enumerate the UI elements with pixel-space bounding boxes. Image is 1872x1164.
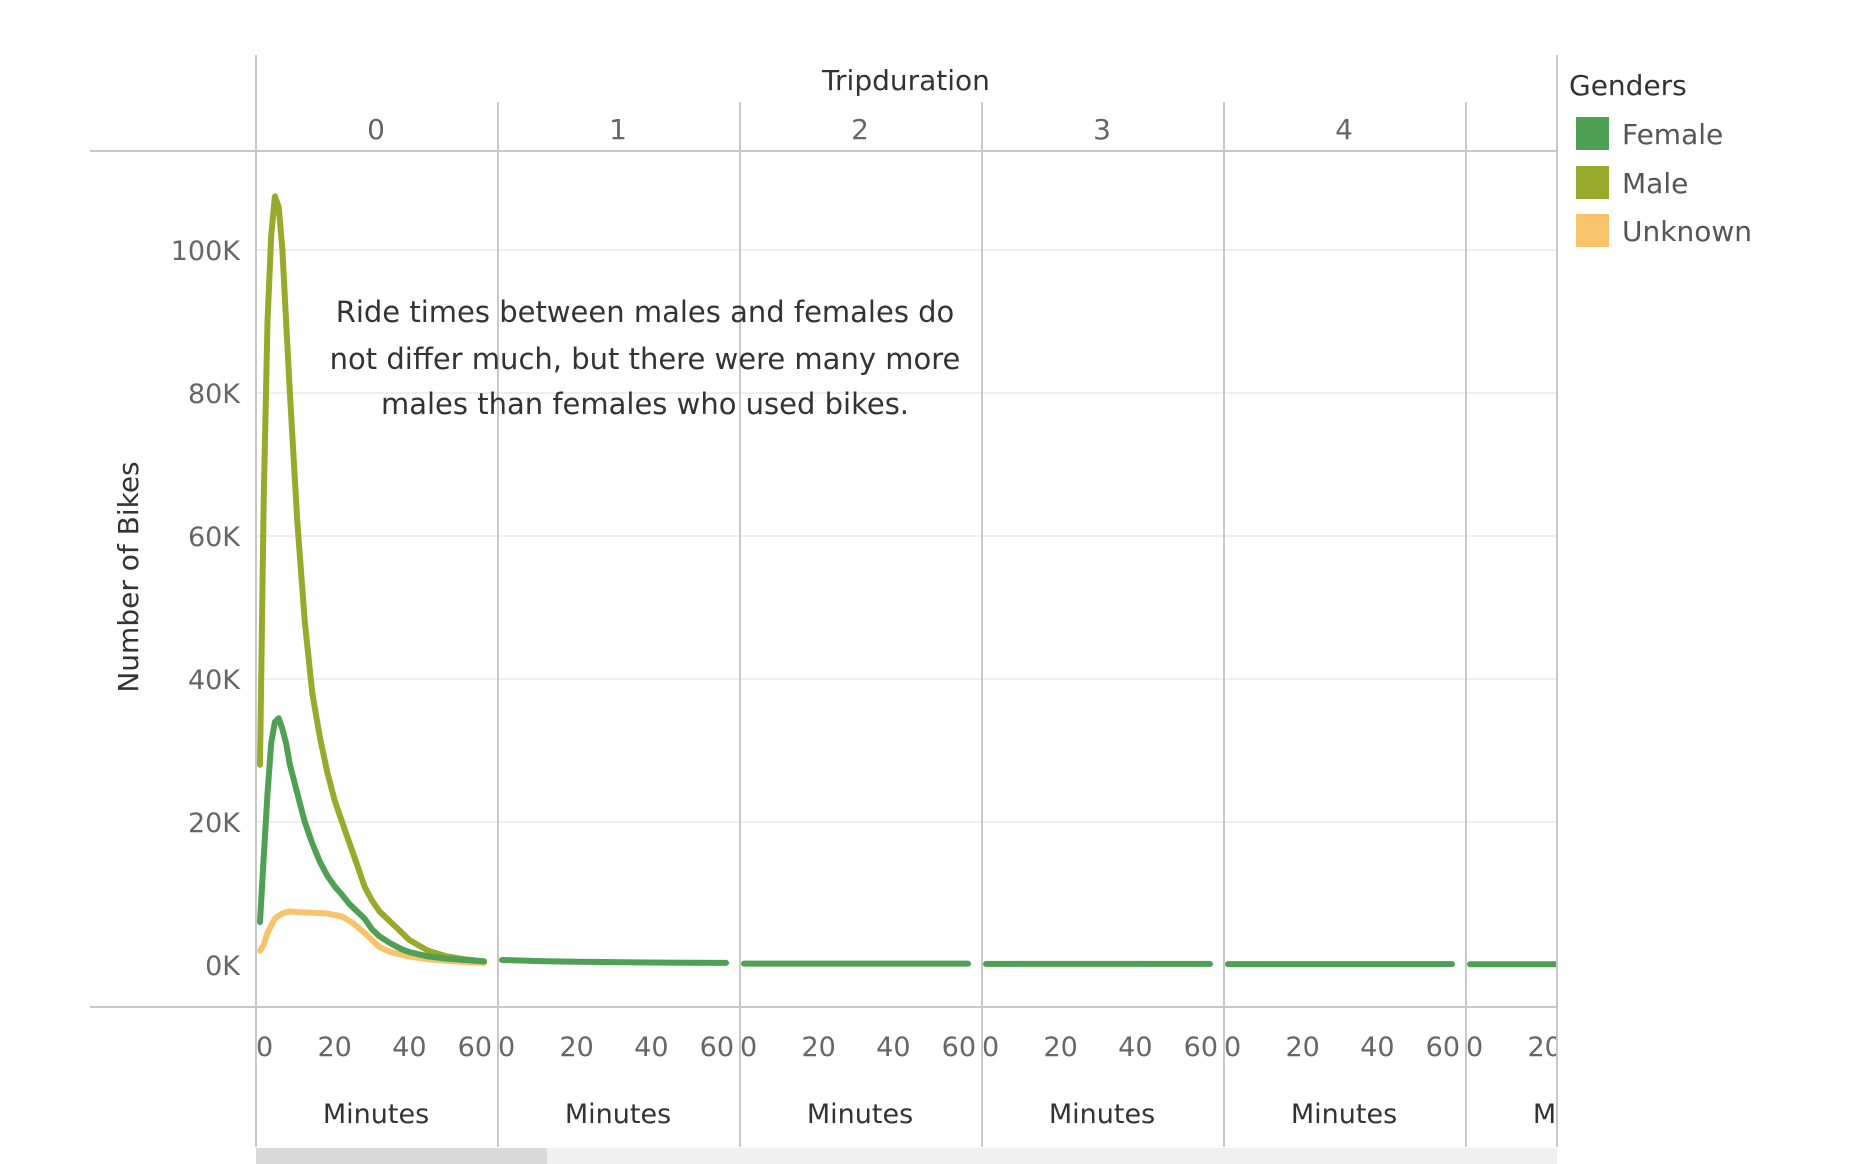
x-axis-title: Minutes [1533,1099,1639,1130]
legend-swatch-female[interactable] [1576,117,1609,150]
x-tick-label: 20 [559,1032,593,1063]
legend-label-female[interactable]: Female [1622,118,1723,151]
x-tick-label: 20 [1527,1032,1561,1063]
y-tick-label: 60K [188,522,241,553]
legend-swatch-unknown[interactable] [1576,214,1609,247]
y-tick-label: 0K [205,951,241,982]
y-axis-title: Number of Bikes [112,461,145,692]
x-tick-label: 60 [458,1032,492,1063]
x-tick-label: 40 [876,1032,910,1063]
x-axis-title: Minutes [1291,1099,1397,1130]
x-axis-title: Minutes [807,1099,913,1130]
x-tick-label: 20 [1043,1032,1077,1063]
x-tick-label: 20 [317,1032,351,1063]
x-tick-label: 0 [982,1032,999,1063]
pane-header-label: 3 [1093,113,1111,146]
x-axis-title: Minutes [565,1099,671,1130]
pane-headers: 0 1 2 3 4 [367,113,1353,146]
y-axis-ticks: 0K 20K 40K 60K 80K 100K [171,236,242,982]
x-tick-label: 60 [942,1032,976,1063]
column-header-title: Tripduration [821,64,990,97]
x-tick-label: 20 [1285,1032,1319,1063]
horizontal-scrollbar-track[interactable] [256,1148,1557,1164]
pane-header-label: 0 [367,113,385,146]
y-tick-label: 80K [188,379,241,410]
x-tick-label: 60 [1668,1032,1702,1063]
x-tick-label: 40 [1360,1032,1394,1063]
x-tick-label: 40 [634,1032,668,1063]
annotation: Ride times between males and females do … [330,295,961,421]
pane-header-label: 2 [851,113,869,146]
x-tick-label: 40 [1118,1032,1152,1063]
x-tick-label: 0 [1466,1032,1483,1063]
legend: Genders Female Male Unknown [1569,69,1752,248]
series-line-female[interactable] [499,957,729,966]
y-tick-label: 100K [171,236,242,267]
legend-title: Genders [1569,69,1687,102]
x-axis-titles: Minutes Minutes Minutes Minutes Minutes Minut… [323,1099,1639,1130]
legend-label-male[interactable]: Male [1622,167,1688,200]
pane-borders [90,55,1558,1147]
x-tick-label: 60 [1184,1032,1218,1063]
x-axis-ticks: 0 20 40 60 0 20 40 60 0 20 40 60 0 20 40 60 0 20 40 60 0 20 40… [256,1032,1702,1063]
x-tick-label: 0 [740,1032,757,1063]
legend-swatch-male[interactable] [1576,166,1609,199]
pane-header-label: 1 [609,113,627,146]
horizontal-scrollbar-thumb[interactable] [256,1148,547,1164]
y-tick-label: 40K [188,665,241,696]
x-tick-label: 0 [498,1032,515,1063]
x-tick-label: 0 [1224,1032,1241,1063]
series-line-unknown[interactable] [257,908,487,966]
series-layer [257,193,1557,968]
y-tick-label: 20K [188,808,241,839]
gridlines [256,249,1557,823]
x-tick-label: 60 [1426,1032,1460,1063]
annotation-line-3: males than females who used bikes. [381,387,909,421]
legend-label-unknown[interactable]: Unknown [1622,215,1752,248]
x-axis-title: Minutes [323,1099,429,1130]
x-axis-title: Minutes [1049,1099,1155,1130]
annotation-line-1: Ride times between males and females do [336,295,955,329]
series-line-female[interactable] [257,715,487,965]
x-tick-label: 0 [256,1032,273,1063]
pane-header-label: 4 [1335,113,1353,146]
x-tick-label: 40 [392,1032,426,1063]
x-tick-label: 40 [1602,1032,1636,1063]
x-tick-label: 60 [700,1032,734,1063]
x-tick-label: 20 [801,1032,835,1063]
annotation-line-2: not differ much, but there were many mor… [330,342,961,376]
series-line-male[interactable] [257,193,487,965]
